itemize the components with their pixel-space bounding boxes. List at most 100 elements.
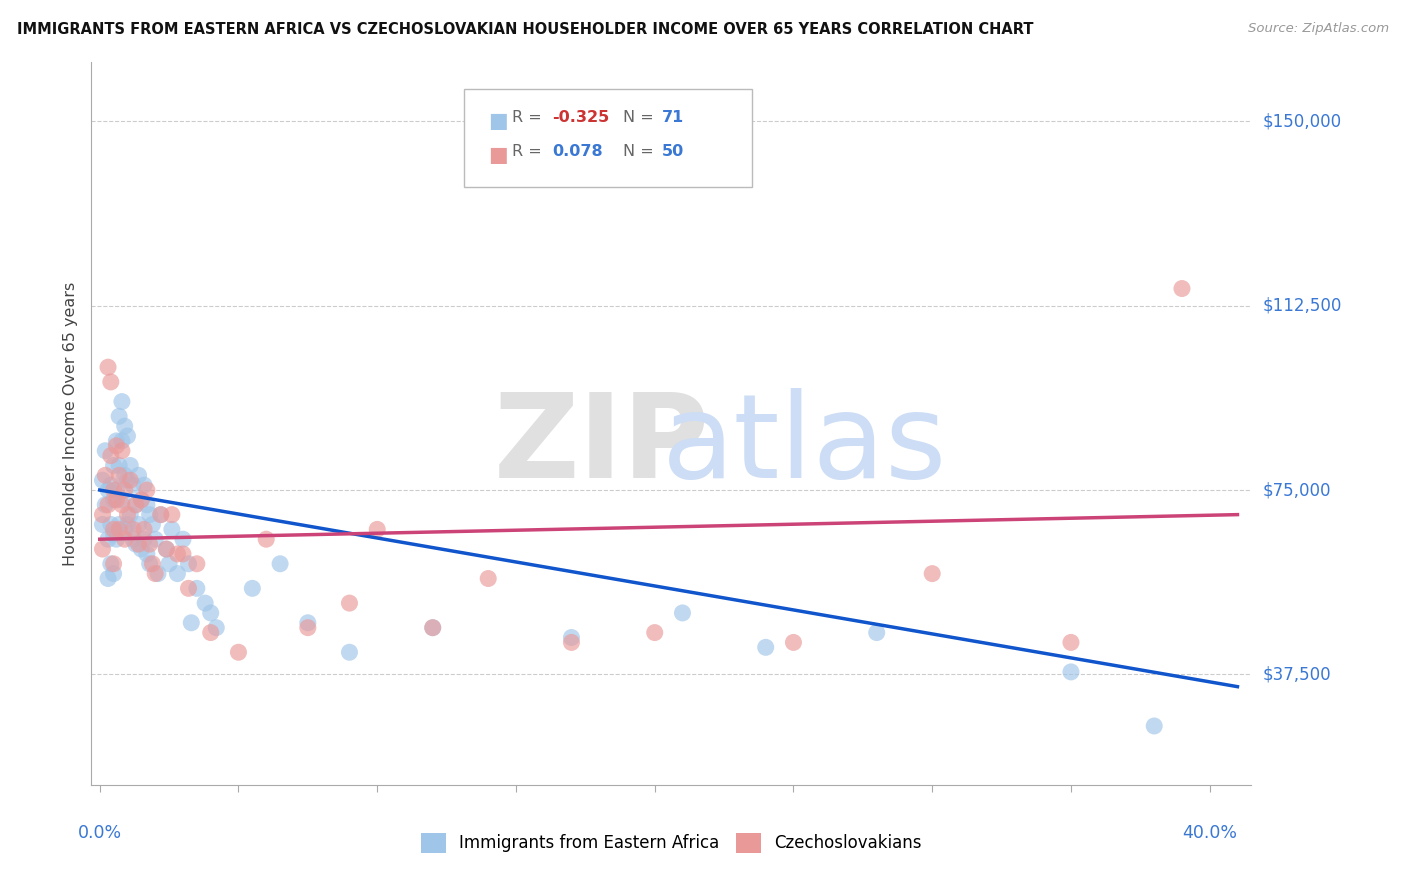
Point [111, 443, 134, 458]
Point [194, 596, 217, 610]
Point [105, 439, 128, 453]
Point [135, 547, 157, 561]
Point [111, 492, 134, 507]
Text: R =: R = [512, 110, 547, 125]
Text: ■: ■ [488, 112, 508, 131]
Point [108, 517, 131, 532]
Point [128, 517, 150, 532]
Point [131, 492, 153, 507]
Point [117, 517, 139, 532]
Point [135, 483, 157, 497]
Point [91, 473, 114, 487]
Point [117, 473, 139, 487]
Point [644, 625, 666, 640]
Point [117, 508, 139, 522]
Point [103, 527, 125, 541]
Point [200, 625, 222, 640]
Point [200, 606, 222, 620]
Text: 71: 71 [662, 110, 685, 125]
Point [132, 522, 156, 536]
Point [94, 498, 117, 512]
Point [108, 458, 131, 473]
Point [1060, 665, 1083, 679]
Point [94, 468, 117, 483]
Point [782, 635, 804, 649]
Text: 50: 50 [662, 144, 685, 159]
Point [1060, 635, 1083, 649]
Point [177, 557, 200, 571]
Point [91, 517, 114, 532]
Point [108, 468, 131, 483]
Legend: Immigrants from Eastern Africa, Czechoslovakians: Immigrants from Eastern Africa, Czechosl… [415, 826, 928, 860]
Point [97, 483, 120, 497]
Point [422, 621, 444, 635]
Point [157, 557, 180, 571]
Point [132, 478, 156, 492]
Point [128, 537, 150, 551]
Point [921, 566, 943, 581]
Text: $75,000: $75,000 [1263, 481, 1331, 499]
Point [120, 458, 142, 473]
Point [97, 572, 120, 586]
Point [155, 542, 177, 557]
Text: 0.0%: 0.0% [77, 824, 122, 842]
Text: $150,000: $150,000 [1263, 112, 1341, 130]
Point [100, 449, 122, 463]
Point [114, 532, 136, 546]
Point [132, 532, 156, 546]
Text: N =: N = [623, 144, 659, 159]
Point [339, 645, 361, 659]
Point [297, 615, 319, 630]
Point [125, 498, 148, 512]
Text: atlas: atlas [662, 388, 948, 503]
Point [103, 483, 125, 497]
Text: ZIP: ZIP [494, 388, 710, 503]
Point [422, 621, 444, 635]
Point [103, 522, 125, 536]
Point [114, 483, 136, 497]
Point [103, 566, 125, 581]
Point [105, 434, 128, 448]
Point [105, 532, 128, 546]
Point [114, 522, 136, 536]
Point [160, 522, 183, 536]
Point [186, 557, 208, 571]
Point [228, 645, 250, 659]
Point [103, 492, 125, 507]
Point [240, 582, 263, 596]
Point [97, 532, 120, 546]
Point [141, 557, 163, 571]
Point [103, 458, 125, 473]
Point [755, 640, 778, 655]
Point [91, 542, 114, 557]
Point [97, 360, 120, 375]
Point [108, 522, 131, 536]
Point [128, 468, 150, 483]
Text: N =: N = [623, 110, 659, 125]
Point [166, 566, 188, 581]
Point [560, 635, 582, 649]
Point [1171, 281, 1194, 295]
Point [177, 582, 200, 596]
Text: IMMIGRANTS FROM EASTERN AFRICA VS CZECHOSLOVAKIAN HOUSEHOLDER INCOME OVER 65 YEA: IMMIGRANTS FROM EASTERN AFRICA VS CZECHO… [17, 22, 1033, 37]
Point [671, 606, 693, 620]
Point [125, 537, 148, 551]
Point [138, 537, 160, 551]
Point [100, 557, 122, 571]
Point [135, 498, 157, 512]
Point [297, 621, 319, 635]
Point [560, 631, 582, 645]
Point [103, 557, 125, 571]
Point [143, 566, 166, 581]
Point [120, 473, 142, 487]
Point [108, 409, 131, 424]
Point [254, 532, 277, 546]
Point [269, 557, 291, 571]
Text: $37,500: $37,500 [1263, 665, 1331, 683]
Point [100, 375, 122, 389]
Point [125, 498, 148, 512]
Text: 0.078: 0.078 [553, 144, 603, 159]
Point [149, 508, 172, 522]
Point [111, 498, 134, 512]
Point [131, 542, 153, 557]
